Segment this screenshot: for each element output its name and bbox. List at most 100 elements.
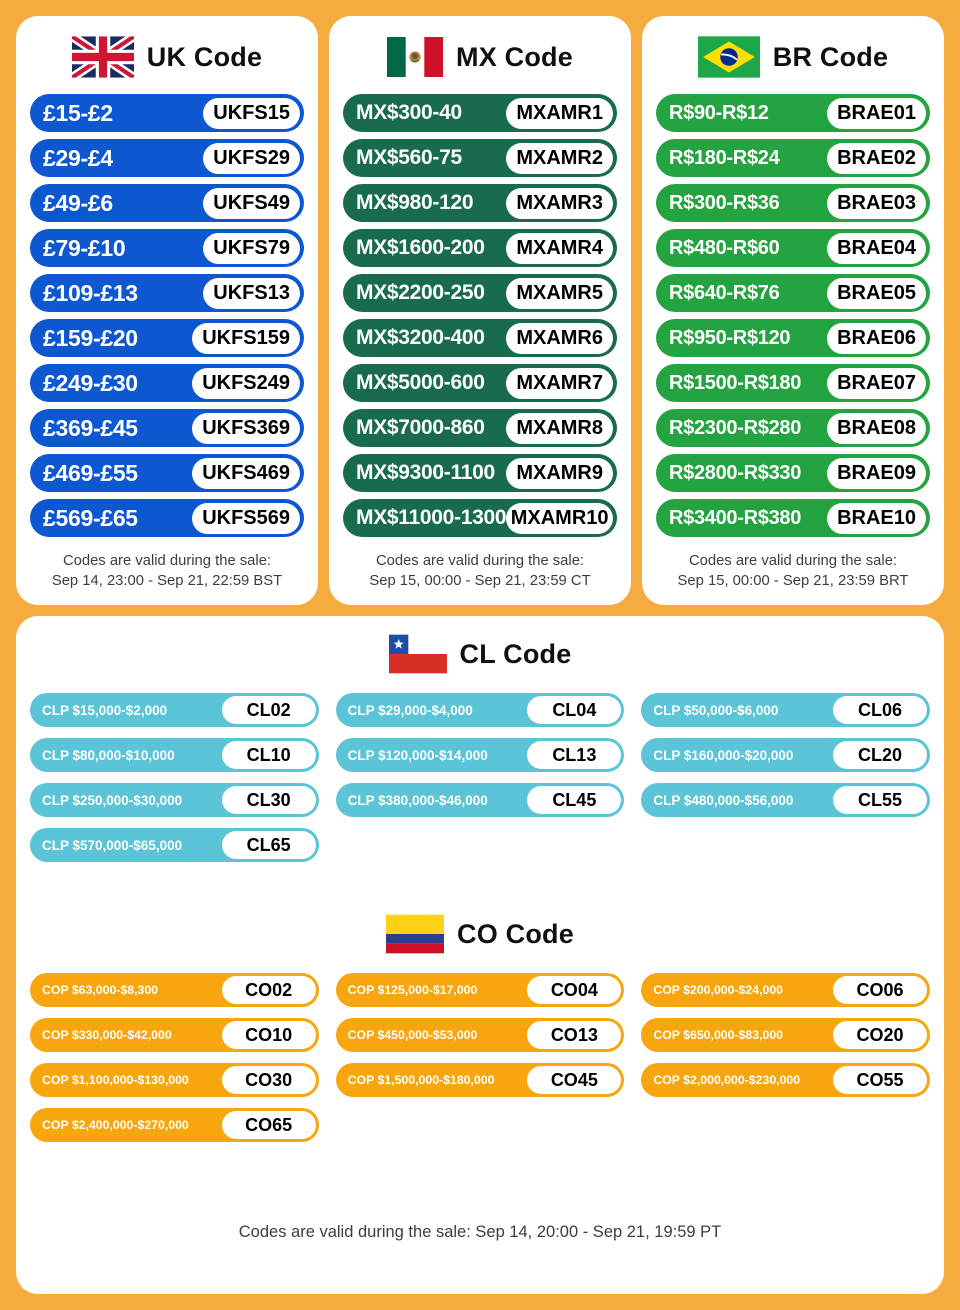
coupon-code-badge[interactable]: BRAE07 — [827, 367, 926, 399]
coupon-code-badge[interactable]: UKFS29 — [203, 142, 300, 174]
validity-line-1: Codes are valid during the sale: — [62, 553, 272, 569]
coupon-code-badge[interactable]: CL45 — [527, 786, 622, 814]
coupon-pill: £109-£13 UKFS13 — [30, 274, 304, 312]
coupon-code-badge[interactable]: MXAMR2 — [506, 142, 613, 174]
coupon-code-badge[interactable]: BRAE09 — [827, 457, 926, 489]
co-code-section: CO Code COP $63,000-$8,300 CO02 COP $125,00… — [30, 914, 930, 1142]
coupon-amount: MX$7000-860 — [356, 416, 485, 439]
coupon-pill: CLP $29,000-$4,000 CL04 — [335, 693, 625, 727]
coupon-pill: MX$3200-400 MXAMR6 — [343, 319, 617, 357]
co-coupon-grid: COP $63,000-$8,300 CO02 COP $125,000-$17,0… — [30, 973, 930, 1142]
coupon-amount: MX$560-75 — [356, 146, 462, 169]
coupon-amount: COP $330,000-$42,000 — [42, 1028, 172, 1042]
coupon-code-badge[interactable]: UKFS49 — [203, 187, 300, 219]
coupon-pill: R$300-R$36 BRAE03 — [656, 184, 930, 222]
coupon-code-badge[interactable]: CL10 — [221, 741, 316, 769]
coupon-pill: £15-£2 UKFS15 — [30, 94, 304, 132]
coupon-code-badge[interactable]: CL04 — [527, 696, 622, 724]
coupon-pill: £369-£45 UKFS369 — [30, 409, 304, 447]
cl-panel-title: CL Code — [459, 638, 572, 669]
coupon-code-badge[interactable]: CO45 — [527, 1066, 622, 1094]
coupon-amount: £15-£2 — [43, 99, 113, 126]
coupon-code-badge[interactable]: CL02 — [221, 696, 316, 724]
validity-line-2: Sep 15, 00:00 - Sep 21, 23:59 CT — [369, 573, 591, 590]
coupon-code-badge[interactable]: BRAE08 — [827, 412, 926, 444]
coupon-amount: MX$5000-600 — [356, 371, 485, 394]
coupon-code-badge[interactable]: CO13 — [527, 1021, 622, 1049]
br-panel-title: BR Code — [772, 41, 889, 72]
coupon-amount: CLP $29,000-$4,000 — [347, 702, 473, 718]
coupon-pill: CLP $50,000-$6,000 CL06 — [641, 693, 930, 727]
coupon-amount: MX$2200-250 — [356, 281, 485, 304]
coupon-code-badge[interactable]: MXAMR7 — [506, 367, 613, 399]
coupon-amount: COP $1,500,000-$180,000 — [347, 1073, 495, 1087]
coupon-amount: R$480-R$60 — [669, 236, 780, 259]
coupon-amount: COP $200,000-$24,000 — [653, 983, 784, 997]
coupon-amount: R$950-R$120 — [669, 326, 791, 349]
coupon-pill: MX$300-40 MXAMR1 — [343, 94, 617, 132]
coupon-code-badge[interactable]: BRAE10 — [827, 502, 926, 534]
coupon-code-badge[interactable]: BRAE01 — [827, 97, 926, 129]
coupon-amount: £469-£55 — [43, 459, 138, 486]
mx-panel-header: MX Code — [343, 36, 617, 78]
coupon-pill: MX$2200-250 MXAMR5 — [343, 274, 617, 312]
coupon-code-badge[interactable]: MXAMR6 — [506, 322, 613, 354]
coupon-code-badge[interactable]: MXAMR4 — [506, 232, 613, 264]
coupon-code-badge[interactable]: CL20 — [832, 741, 927, 769]
mx-coupon-list: MX$300-40 MXAMR1 MX$560-75 MXAMR2 MX$980-120… — [343, 94, 617, 537]
coupon-code-badge[interactable]: UKFS249 — [192, 367, 300, 399]
coupon-pill: COP $2,400,000-$270,000 CO65 — [30, 1108, 319, 1142]
br-coupon-list: R$90-R$12 BRAE01 R$180-R$24 BRAE02 R$300-R$3… — [656, 94, 930, 537]
coupon-code-badge[interactable]: BRAE04 — [827, 232, 926, 264]
coupon-amount: R$640-R$76 — [669, 281, 780, 304]
coupon-amount: R$90-R$12 — [669, 101, 769, 124]
coupon-code-badge[interactable]: MXAMR8 — [506, 412, 613, 444]
coupon-code-badge[interactable]: UKFS15 — [203, 97, 300, 129]
validity-line-1: Codes are valid during the sale: — [688, 553, 898, 569]
coupon-code-badge[interactable]: UKFS569 — [192, 502, 300, 534]
validity-line-2: Sep 14, 23:00 - Sep 21, 22:59 BST — [51, 573, 283, 590]
coupon-code-badge[interactable]: CO20 — [832, 1021, 927, 1049]
coupon-code-badge[interactable]: CL55 — [832, 786, 927, 814]
coupon-amount: R$3400-R$380 — [669, 506, 802, 529]
coupon-code-badge[interactable]: CO10 — [221, 1021, 316, 1049]
coupon-code-badge[interactable]: CO55 — [832, 1066, 927, 1094]
coupon-code-badge[interactable]: BRAE03 — [827, 187, 926, 219]
coupon-code-badge[interactable]: CO65 — [221, 1111, 316, 1139]
coupon-code-badge[interactable]: CO02 — [221, 976, 316, 1004]
coupon-pill: CLP $120,000-$14,000 CL13 — [335, 738, 625, 772]
coupon-amount: CLP $15,000-$2,000 — [42, 702, 168, 718]
coupon-amount: MX$3200-400 — [356, 326, 485, 349]
coupon-code-badge[interactable]: MXAMR5 — [506, 277, 613, 309]
coupon-code-badge[interactable]: CL06 — [832, 696, 927, 724]
coupon-pill: £249-£30 UKFS249 — [30, 364, 304, 402]
uk-flag-icon — [71, 36, 134, 78]
coupon-pill: R$90-R$12 BRAE01 — [656, 94, 930, 132]
coupon-code-badge[interactable]: UKFS79 — [203, 232, 300, 264]
coupon-pill: COP $63,000-$8,300 CO02 — [30, 973, 319, 1007]
validity-line-1: Codes are valid during the sale: — [375, 553, 585, 569]
coupon-code-badge[interactable]: CL30 — [221, 786, 316, 814]
coupon-code-badge[interactable]: MXAMR1 — [506, 97, 613, 129]
cl-co-sections: CL Code CLP $15,000-$2,000 CL02 CLP $29,000… — [30, 634, 930, 1142]
coupon-code-badge[interactable]: CO30 — [221, 1066, 316, 1094]
coupon-code-badge[interactable]: UKFS13 — [203, 277, 300, 309]
mx-validity-text: Codes are valid during the sale: Sep 15, … — [343, 537, 617, 592]
coupon-code-badge[interactable]: CO06 — [832, 976, 927, 1004]
coupon-code-badge[interactable]: MXAMR9 — [506, 457, 613, 489]
coupon-code-badge[interactable]: UKFS469 — [192, 457, 300, 489]
coupon-pill: MX$980-120 MXAMR3 — [343, 184, 617, 222]
coupon-code-badge[interactable]: CL13 — [527, 741, 622, 769]
coupon-code-badge[interactable]: CL65 — [221, 831, 316, 859]
coupon-code-badge[interactable]: CO04 — [527, 976, 622, 1004]
coupon-code-badge[interactable]: BRAE06 — [827, 322, 926, 354]
coupon-amount: CLP $50,000-$6,000 — [653, 702, 779, 718]
coupon-code-badge[interactable]: MXAMR3 — [506, 187, 613, 219]
coupon-code-badge[interactable]: BRAE02 — [827, 142, 926, 174]
coupon-code-badge[interactable]: UKFS369 — [192, 412, 300, 444]
cl-code-section: CL Code CLP $15,000-$2,000 CL02 CLP $29,000… — [30, 634, 930, 862]
mx-panel-title: MX Code — [456, 41, 573, 72]
coupon-code-badge[interactable]: UKFS159 — [192, 322, 300, 354]
coupon-code-badge[interactable]: BRAE05 — [827, 277, 926, 309]
coupon-code-badge[interactable]: MXAMR10 — [506, 502, 613, 534]
